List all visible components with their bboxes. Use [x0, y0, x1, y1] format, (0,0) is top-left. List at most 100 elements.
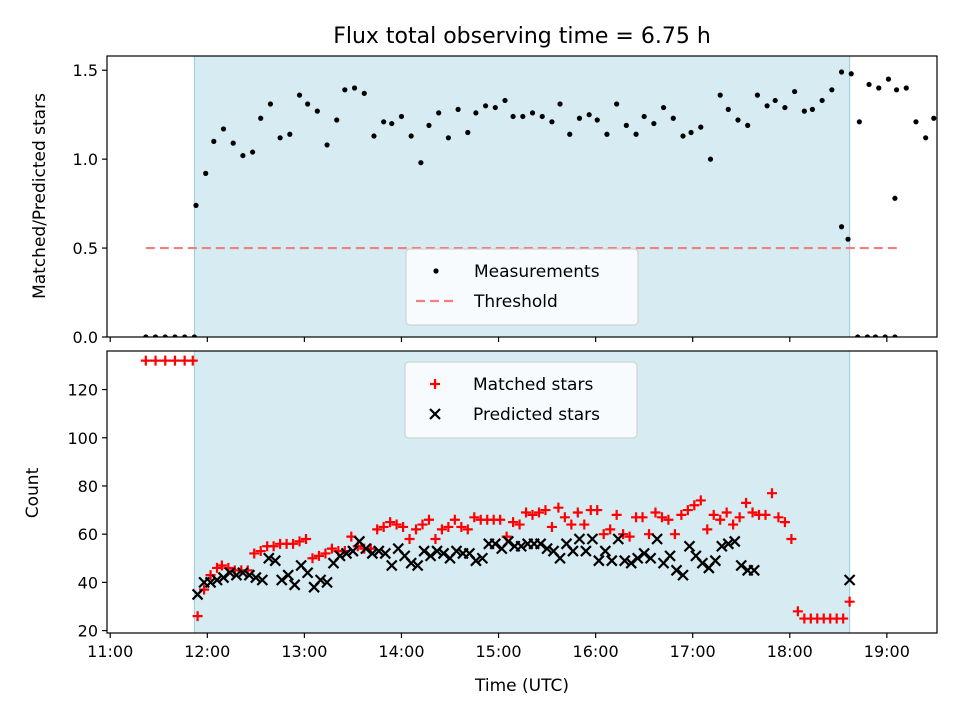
measurement-point [688, 129, 694, 136]
flux-ratio-panel: 0.0 0.5 1.0 1.5 Measurements Threshold [73, 55, 938, 347]
predicted-stars-point [424, 550, 437, 562]
predicted-stars-point [612, 533, 625, 545]
measurement-point [549, 119, 555, 125]
predicted-stars-point [709, 554, 722, 567]
measurement-point [473, 110, 479, 116]
measurement-point [819, 97, 825, 104]
measurement-point [492, 104, 498, 111]
matched-stars-point [773, 512, 784, 523]
matched-stars-point [844, 596, 855, 607]
predicted-stars-point [191, 588, 204, 601]
y-tick-label: 80 [78, 477, 98, 496]
legend-box [405, 248, 639, 326]
predicted-stars-point [256, 574, 269, 586]
y-tick-label: 0.5 [73, 239, 98, 258]
matched-stars-point [689, 500, 700, 511]
predicted-stars-point [722, 538, 735, 550]
predicted-stars-point [418, 545, 430, 557]
y-tick-label: 60 [78, 525, 98, 544]
matched-stars-point [456, 521, 467, 532]
predicted-stars-point [379, 547, 392, 560]
matched-stars-point [669, 529, 680, 540]
y-tick-label: 100 [67, 429, 98, 448]
matched-stars-point [398, 521, 409, 532]
measurement-point [876, 85, 882, 91]
measurement-point [502, 97, 508, 104]
matched-stars-point [192, 611, 203, 622]
matched-stars-point [786, 534, 797, 544]
predicted-stars-point [437, 547, 450, 560]
predicted-stars-point [670, 564, 683, 577]
matched-stars-point [205, 570, 216, 581]
measurement-point [717, 92, 723, 98]
star-count-panel: 20 40 60 80 100 120 11:00 12:00 13:00 14:00 15:00 1… [67, 350, 938, 661]
legend-label: Measurements [474, 262, 600, 282]
matched-stars-point [650, 507, 661, 518]
measurement-point [623, 122, 629, 128]
x-tick-label: 13:00 [281, 642, 327, 661]
predicted-stars-point [554, 552, 566, 565]
predicted-stars-point [204, 576, 217, 589]
measurement-point [809, 106, 816, 112]
matched-stars-point [546, 521, 557, 532]
matched-stars-point [385, 517, 396, 528]
measurement-point [334, 117, 340, 123]
matched-stars-point [605, 524, 616, 535]
predicted-stars-point [683, 540, 696, 553]
predicted-stars-point [573, 533, 586, 545]
measurement-point [539, 113, 545, 120]
matched-stars-point [734, 512, 745, 523]
matched-stars-point [676, 509, 687, 520]
predicted-stars-point [534, 538, 547, 550]
predicted-stars-point [314, 574, 327, 586]
measurement-point [614, 101, 620, 107]
matched-stars-point [527, 509, 538, 520]
y-tick-label: 1.0 [73, 150, 98, 169]
legend-x-marker [429, 408, 441, 420]
matched-stars-point [404, 534, 415, 544]
matched-stars-point [320, 548, 331, 559]
measurement-point [885, 76, 892, 82]
matched-stars-point [372, 524, 383, 535]
matched-stars-point [566, 519, 577, 530]
measurement-point [436, 110, 442, 116]
y-tick-label: 40 [78, 573, 98, 592]
measurement-point [680, 133, 686, 139]
bottom-y-axis-label: Count [23, 467, 43, 518]
predicted-stars-point [502, 535, 515, 548]
legend-label: Threshold [473, 292, 558, 312]
matched-stars-point [540, 505, 551, 516]
measurement-point [408, 133, 414, 139]
x-tick-label: 18:00 [767, 642, 813, 661]
x-tick-label: 14:00 [378, 642, 424, 661]
plot-frame [106, 55, 938, 338]
x-tick-label: 15:00 [475, 642, 521, 661]
legend: Matched stars Predicted stars [404, 361, 638, 439]
matched-stars-point [249, 548, 260, 559]
measurement-point [220, 126, 227, 132]
predicted-stars-point [651, 533, 663, 545]
matched-stars-point [572, 507, 583, 518]
matched-stars-point [624, 531, 635, 542]
measurement-point [143, 334, 149, 337]
matched-stars-point [294, 536, 305, 547]
matched-stars-point [187, 355, 198, 366]
measurement-point [529, 110, 536, 116]
matched-stars-point [792, 606, 803, 617]
matched-stars-point [391, 519, 402, 530]
measurement-point [845, 236, 851, 242]
measurement-point [203, 170, 209, 176]
matched-stars-point [378, 521, 389, 532]
matched-stars-point [682, 505, 693, 516]
predicted-stars-point [599, 545, 612, 557]
matched-stars-point [663, 514, 674, 525]
predicted-stars-point [748, 564, 760, 577]
measurement-point [371, 133, 377, 139]
predicted-stars-point [334, 550, 346, 562]
predicted-stars-point [631, 552, 644, 565]
matched-stars-point [430, 534, 441, 544]
measurement-point [567, 131, 573, 137]
measurement-point [754, 92, 761, 98]
predicted-stars-point [405, 557, 417, 569]
